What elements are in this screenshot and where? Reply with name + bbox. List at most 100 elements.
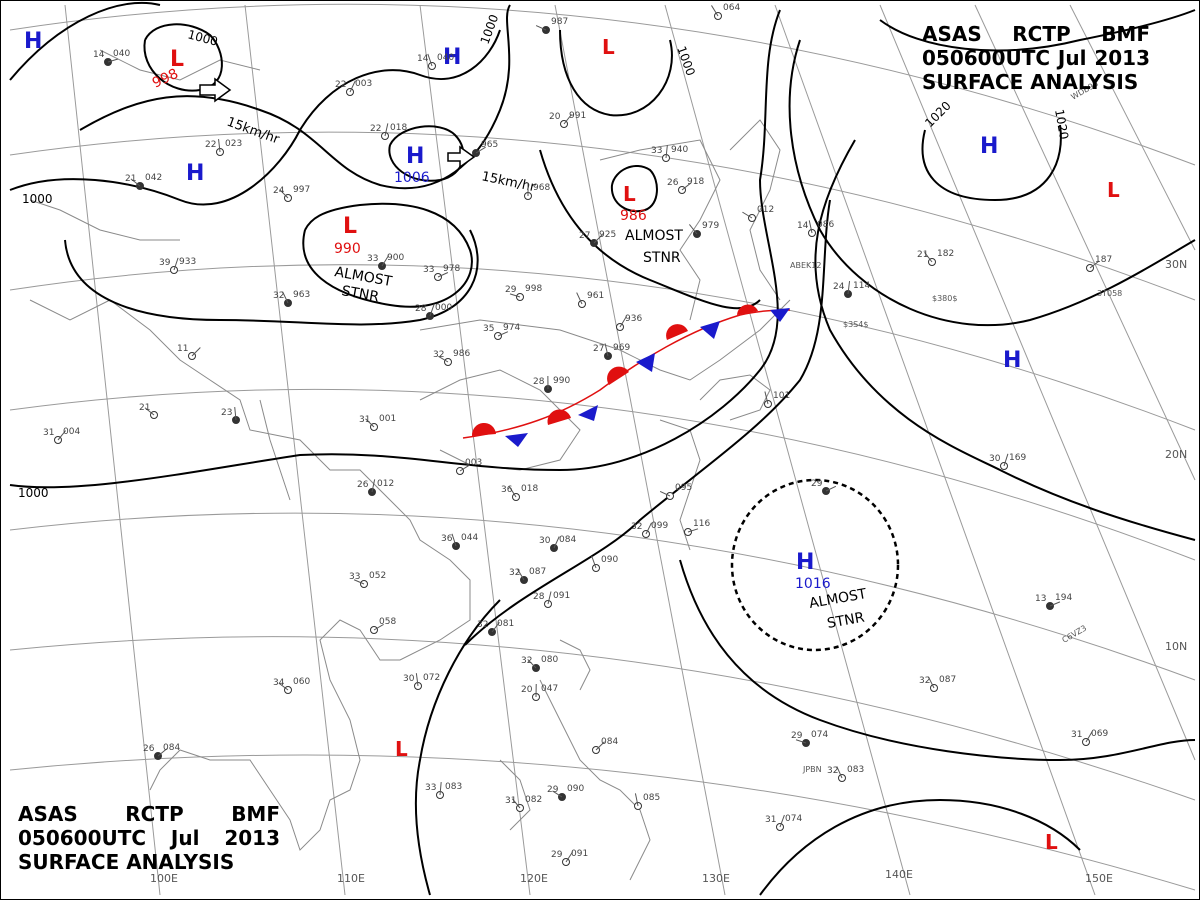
station-temperature: 29 xyxy=(547,785,559,795)
wind-barb-icon xyxy=(535,25,547,31)
isobar xyxy=(539,149,761,310)
station-pressure: 044 xyxy=(461,533,478,543)
station-temperature: 29 xyxy=(505,285,517,295)
station-plot: 29 998 xyxy=(505,284,542,301)
station-pressure: 187 xyxy=(1095,255,1112,265)
header-title: SURFACE ANALYSIS xyxy=(18,850,235,874)
wind-barb-icon xyxy=(497,331,509,337)
station-plot: 101 xyxy=(764,391,790,408)
station-plot: 14 040 xyxy=(93,49,130,66)
station-pressure: 058 xyxy=(379,617,396,627)
station-plot: 31 069 xyxy=(1071,729,1108,746)
wind-barb-icon xyxy=(107,58,119,63)
station-id: 3T058 xyxy=(1097,289,1122,298)
station-pressure: 060 xyxy=(293,677,310,687)
station-plot: 33 900 xyxy=(367,253,404,270)
station-temperature: 26 xyxy=(143,744,155,754)
station-plot: 32 083 xyxy=(827,765,864,782)
almost-stnr-label: STNR xyxy=(340,283,380,305)
longitude-label: 120E xyxy=(520,872,548,885)
station-plot: 29 090 xyxy=(547,784,584,801)
wind-barb-icon xyxy=(836,766,843,779)
station-pressure: 961 xyxy=(587,291,604,301)
wind-barb-icon xyxy=(689,224,698,235)
isobar xyxy=(414,599,501,896)
station-plot: 979 xyxy=(689,221,719,238)
station-plot: 22 023 xyxy=(205,139,242,156)
station-temperature: 31 xyxy=(765,815,776,825)
wind-barb-icon xyxy=(438,355,449,363)
front-cold-segment xyxy=(636,353,655,372)
station-plot: 33 978 xyxy=(423,264,460,281)
station-pressure: 052 xyxy=(369,571,386,581)
station-temperature: 27 xyxy=(593,344,604,354)
station-plot: 28 091 xyxy=(533,591,570,608)
station-plot: 31 004 xyxy=(43,427,80,444)
station-plot: 29 xyxy=(811,479,837,495)
front-cold-segment xyxy=(770,308,790,322)
longitude-label: 130E xyxy=(702,872,730,885)
high-pressure-center: H xyxy=(980,134,998,159)
wind-barb-icon xyxy=(353,579,365,585)
station-plot: 064 xyxy=(711,3,740,20)
station-plot: 012 xyxy=(742,205,774,222)
station-temperature: 35 xyxy=(483,324,494,334)
station-pressure: 116 xyxy=(693,519,710,529)
station-plot: 32 087 xyxy=(919,675,956,692)
header-code: BMF xyxy=(231,802,280,826)
header-time: 050600UTC xyxy=(922,46,1051,70)
station-pressure: 986 xyxy=(453,349,470,359)
station-plot: 31 082 xyxy=(505,795,542,812)
wind-barb-icon xyxy=(234,407,237,421)
station-pressure: 182 xyxy=(937,249,954,259)
station-pressure: 087 xyxy=(529,567,546,577)
station-temperature: 21 xyxy=(917,250,928,260)
station-plot: 23 xyxy=(221,407,240,424)
station-temperature: 23 xyxy=(221,408,232,418)
low-pressure-center: L xyxy=(170,47,184,72)
wind-barb-icon xyxy=(552,790,563,798)
station-temperature: 32 xyxy=(509,568,520,578)
wind-barb-icon xyxy=(1003,453,1009,467)
station-pressure: 925 xyxy=(599,230,616,240)
station-id: ABEK12 xyxy=(790,261,821,270)
wind-barb-icon xyxy=(157,748,168,757)
station-plot: 24 114 xyxy=(833,281,870,298)
station-pressure: 969 xyxy=(613,343,630,353)
station-pressure: 012 xyxy=(377,479,394,489)
station-temperature: 30 xyxy=(539,536,551,546)
station-plot: 32 081 xyxy=(477,619,514,636)
station-pressure: 991 xyxy=(569,111,586,121)
header-product: ASAS xyxy=(922,22,982,46)
station-temperature: 14 xyxy=(93,50,105,60)
wind-barb-icon xyxy=(687,528,699,533)
wind-barb-icon xyxy=(795,739,807,744)
wind-barb-icon xyxy=(593,234,603,244)
isobar-label: 1000 xyxy=(22,192,53,206)
station-temperature: 11 xyxy=(177,344,188,354)
wind-barb-icon xyxy=(373,623,384,631)
front-warm-segment xyxy=(471,422,496,436)
station-temperature: 33 xyxy=(425,783,436,793)
station-pressure: 004 xyxy=(63,427,80,437)
station-plot: 187 xyxy=(1086,255,1112,272)
lat-lon-grid xyxy=(9,3,1196,896)
wind-barb-icon xyxy=(508,486,517,498)
wind-barb-icon xyxy=(282,291,289,304)
wind-barb-icon xyxy=(825,485,837,492)
isobar xyxy=(9,9,781,489)
station-pressure: 101 xyxy=(773,391,790,401)
header-month: Jul xyxy=(1057,46,1087,70)
low-pressure-center: L xyxy=(343,214,357,239)
wind-barb-icon xyxy=(927,676,935,689)
latitude-label: 30N xyxy=(1165,258,1187,271)
station-pressure: 974 xyxy=(503,323,520,333)
station-temperature: 33 xyxy=(651,146,662,156)
station-plot: 13 194 xyxy=(1035,593,1072,610)
station-plot: 26 012 xyxy=(357,479,394,496)
station-pressure: 069 xyxy=(1091,729,1108,739)
station-plot: 22 018 xyxy=(370,123,407,140)
high-pressure-center: H xyxy=(796,550,814,575)
isobar-label: 1020 xyxy=(1052,108,1071,141)
